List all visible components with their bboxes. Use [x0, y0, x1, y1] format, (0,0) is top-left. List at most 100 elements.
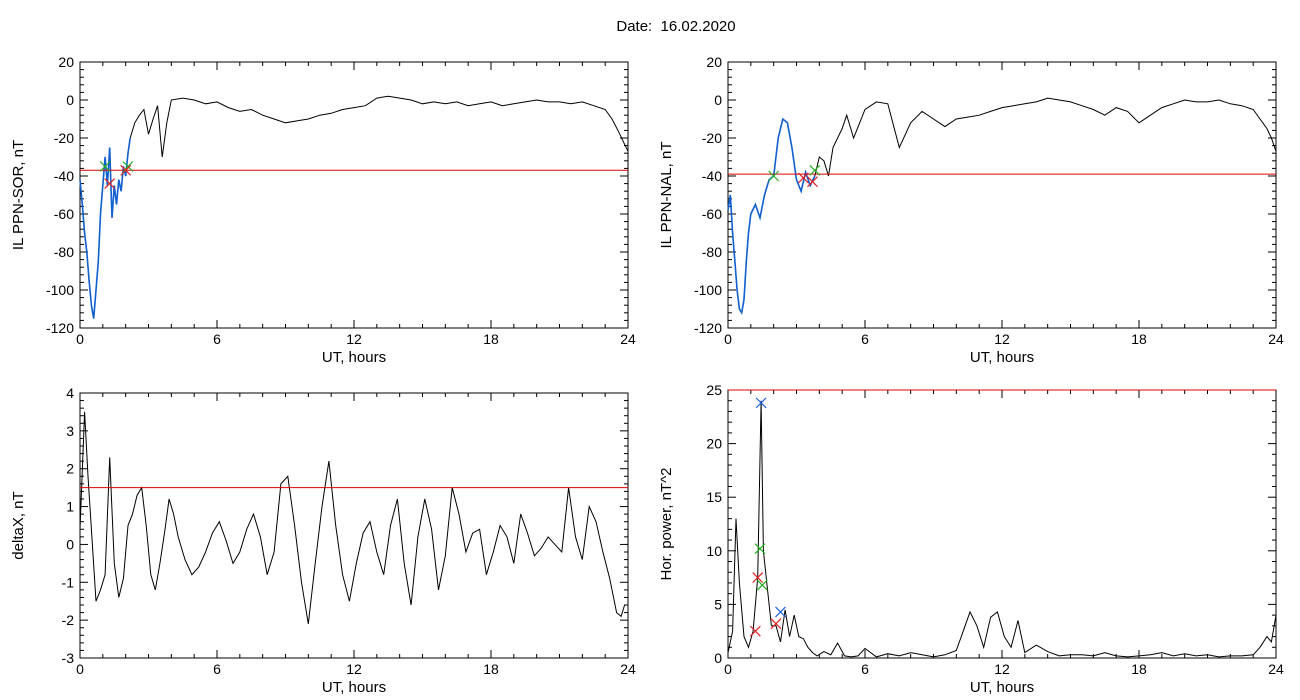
green-x-marker — [99, 161, 111, 172]
green-x-marker-stroke — [754, 543, 766, 555]
series-line — [79, 411, 628, 624]
y-axis-label: IL PPN-SOR, nT — [10, 140, 27, 250]
y-tick-label: 2 — [66, 461, 74, 477]
y-tick-label: -3 — [62, 650, 75, 666]
y-tick-label: -120 — [46, 320, 74, 336]
red-x-marker — [752, 572, 764, 584]
page-title: Date: 16.02.2020 — [616, 18, 736, 35]
y-tick-label: 20 — [58, 54, 74, 70]
highlight-segment — [79, 137, 131, 319]
x-tick-label: 0 — [76, 661, 84, 677]
x-tick-label: 6 — [861, 661, 869, 677]
y-axis-label: IL PPN-NAL, nT — [658, 142, 675, 249]
y-tick-label: -100 — [46, 282, 74, 298]
x-axis-label: UT, hours — [322, 679, 386, 696]
green-x-marker — [809, 164, 821, 176]
red-x-marker-stroke — [104, 178, 116, 190]
blue-x-marker — [755, 397, 767, 409]
x-tick-label: 24 — [620, 331, 636, 347]
red-x-marker-stroke — [807, 176, 818, 188]
y-tick-label: -40 — [54, 168, 74, 184]
chart-panel-4: 0 6 12 18 24 0 5 10 15 20 25 UT, hours Hor. power, n… — [658, 382, 1284, 696]
y-tick-label: 15 — [706, 489, 722, 505]
x-tick-label: 24 — [620, 661, 636, 677]
y-tick-label: 25 — [706, 382, 722, 398]
red-x-marker — [104, 178, 116, 190]
red-x-marker-stroke — [770, 618, 782, 630]
red-x-marker — [797, 172, 809, 184]
y-tick-label: 20 — [706, 54, 722, 70]
x-tick-label: 12 — [994, 331, 1010, 347]
y-tick-label: -60 — [702, 206, 722, 222]
x-tick-label: 18 — [483, 661, 499, 677]
red-x-marker-stroke — [749, 625, 761, 637]
red-x-marker — [807, 176, 818, 188]
x-axis-label: UT, hours — [970, 679, 1034, 696]
y-axis-label: Hor. power, nT^2 — [658, 468, 675, 581]
x-tick-label: 6 — [213, 661, 221, 677]
y-tick-label: -60 — [54, 206, 74, 222]
y-tick-label: -40 — [702, 168, 722, 184]
green-x-marker-stroke — [809, 164, 821, 176]
y-axis-label: deltaX, nT — [10, 491, 27, 559]
plot-frame — [727, 389, 1277, 659]
red-x-marker-stroke — [797, 172, 809, 184]
green-x-marker — [754, 543, 766, 555]
x-tick-label: 12 — [994, 661, 1010, 677]
x-tick-label: 24 — [1268, 331, 1284, 347]
x-tick-label: 0 — [724, 661, 732, 677]
x-tick-label: 6 — [861, 331, 869, 347]
x-tick-label: 0 — [76, 331, 84, 347]
x-tick-label: 18 — [1131, 331, 1147, 347]
y-tick-label: 1 — [66, 499, 74, 515]
x-axis-label: UT, hours — [970, 349, 1034, 366]
y-tick-label: 0 — [66, 536, 74, 552]
series-line — [727, 400, 1277, 658]
green-x-marker-stroke — [99, 161, 111, 172]
series-line — [79, 95, 629, 319]
red-x-marker — [749, 625, 761, 637]
blue-x-marker-stroke — [775, 606, 786, 618]
chart-panel-1: 0 6 12 18 24 -120 -100 -80 -60 -40 -20 0 20 UT, hours… — [10, 54, 636, 366]
y-tick-label: -80 — [702, 244, 722, 260]
y-tick-label: 20 — [706, 436, 722, 452]
y-tick-label: -1 — [62, 574, 75, 590]
y-tick-label: -80 — [54, 244, 74, 260]
x-axis-label: UT, hours — [322, 349, 386, 366]
green-x-marker — [768, 170, 780, 182]
green-x-marker — [756, 579, 768, 591]
red-x-marker-stroke — [752, 572, 764, 584]
blue-x-marker — [775, 606, 786, 618]
red-x-marker — [120, 164, 132, 176]
y-tick-label: -100 — [694, 282, 722, 298]
y-tick-label: 10 — [706, 543, 722, 559]
y-tick-label: 0 — [66, 92, 74, 108]
x-tick-label: 24 — [1268, 661, 1284, 677]
x-tick-label: 18 — [1131, 661, 1147, 677]
red-x-marker-stroke — [120, 164, 132, 176]
y-tick-label: -20 — [702, 130, 722, 146]
blue-x-marker-stroke — [755, 397, 767, 409]
chart-panel-2: 0 6 12 18 24 -120 -100 -80 -60 -40 -20 0 20 UT, hours… — [658, 54, 1284, 366]
y-tick-label: 3 — [66, 423, 74, 439]
green-x-marker-stroke — [756, 579, 768, 591]
y-tick-label: -20 — [54, 130, 74, 146]
green-x-marker-stroke — [768, 170, 780, 182]
highlight-segment — [727, 117, 816, 316]
y-tick-label: 0 — [714, 92, 722, 108]
y-tick-label: 4 — [66, 385, 74, 401]
y-tick-label: -2 — [62, 612, 75, 628]
y-tick-label: -120 — [694, 320, 722, 336]
red-x-marker — [770, 618, 782, 630]
x-tick-label: 18 — [483, 331, 499, 347]
series-line — [727, 97, 1277, 315]
x-tick-label: 0 — [724, 331, 732, 347]
y-tick-label: 0 — [714, 650, 722, 666]
x-tick-label: 12 — [346, 331, 362, 347]
x-tick-label: 6 — [213, 331, 221, 347]
plot-frame — [79, 392, 629, 659]
y-tick-label: 5 — [714, 596, 722, 612]
x-tick-label: 12 — [346, 661, 362, 677]
